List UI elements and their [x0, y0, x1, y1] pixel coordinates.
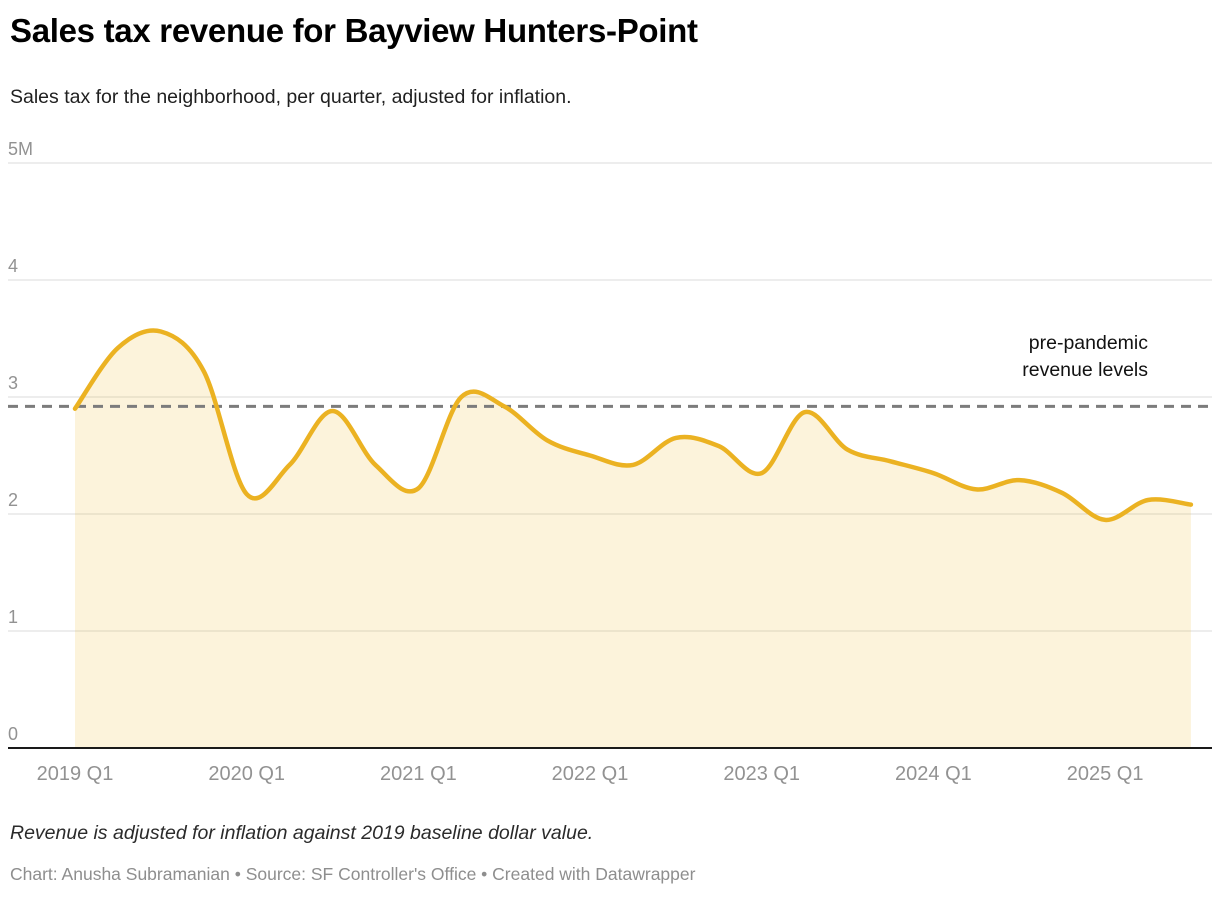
chart-subtitle: Sales tax for the neighborhood, per quar…: [10, 86, 572, 108]
svg-text:2021 Q1: 2021 Q1: [380, 763, 457, 785]
area-chart-svg: 0 1 2 3 4 5M 2019 Q1 2020 Q1 2021 Q1 2022 Q1 2023 …: [8, 139, 1212, 785]
svg-text:2022 Q1: 2022 Q1: [552, 763, 629, 785]
svg-text:2025 Q1: 2025 Q1: [1067, 763, 1144, 785]
svg-text:2020 Q1: 2020 Q1: [208, 763, 285, 785]
svg-text:0: 0: [8, 724, 18, 744]
byline: Chart: Anusha Subramanian • Source: SF C…: [10, 864, 696, 884]
svg-text:4: 4: [8, 256, 18, 276]
svg-text:2024 Q1: 2024 Q1: [895, 763, 972, 785]
chart-title: Sales tax revenue for Bayview Hunters-Po…: [10, 12, 698, 49]
chart-plot-area: 0 1 2 3 4 5M 2019 Q1 2020 Q1 2021 Q1 2022 Q1 2023 …: [0, 130, 1220, 810]
svg-text:2: 2: [8, 490, 18, 510]
reference-line-label: pre-pandemic revenue levels: [1022, 332, 1148, 382]
svg-text:2023 Q1: 2023 Q1: [723, 763, 800, 785]
svg-text:5M: 5M: [8, 139, 33, 159]
svg-text:1: 1: [8, 607, 18, 627]
svg-text:2019 Q1: 2019 Q1: [37, 763, 114, 785]
svg-text:3: 3: [8, 373, 18, 393]
footnote: Revenue is adjusted for inflation agains…: [10, 822, 594, 844]
